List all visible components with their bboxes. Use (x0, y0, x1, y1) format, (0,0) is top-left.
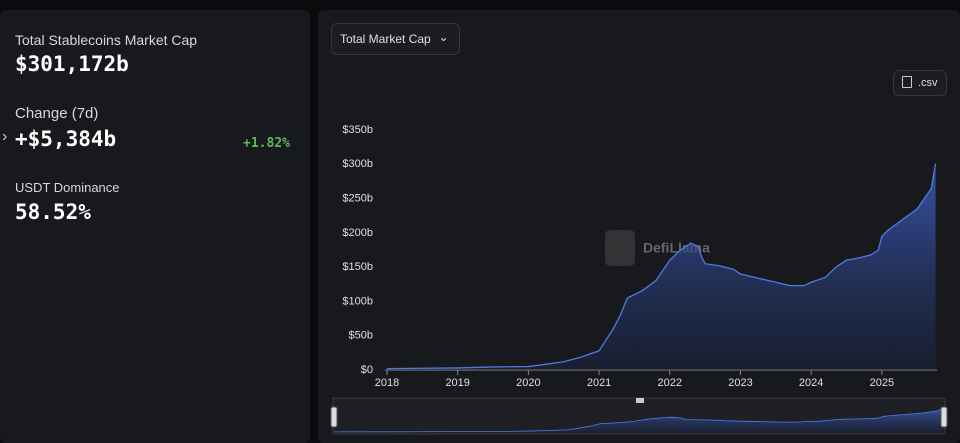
chart-panel: Total Market Cap ⌄ .csv (318, 10, 960, 443)
stat-value: +$5,384b (15, 127, 117, 151)
navigator-grip[interactable] (636, 398, 644, 403)
navigator-handle[interactable] (940, 406, 948, 428)
y-tick-label: $250b (342, 192, 373, 204)
stat-label: Total Stablecoins Market Cap (15, 32, 198, 48)
x-tick-label: 2019 (445, 377, 469, 389)
x-tick-label: 2018 (375, 377, 399, 389)
stat-value: 58.52% (15, 200, 91, 224)
stat-value: $301,172b (15, 52, 129, 76)
csv-button[interactable]: .csv (893, 70, 947, 96)
y-tick-label: $300b (342, 158, 373, 170)
y-tick-label: $100b (342, 295, 373, 307)
navigator-handle[interactable] (330, 406, 338, 428)
dropdown-label: Total Market Cap (340, 32, 431, 46)
stats-panel: Total Stablecoins Market Cap $301,172b C… (0, 10, 310, 443)
y-tick-label: $350b (342, 124, 373, 136)
stat-label: Change (7d) (15, 105, 99, 122)
x-tick-label: 2025 (870, 377, 894, 389)
area (387, 163, 936, 370)
x-tick-label: 2024 (799, 377, 823, 389)
change-percent: +1.82% (243, 136, 290, 151)
dropdown[interactable]: Total Market Cap ⌄ (331, 23, 460, 55)
y-tick-label: $50b (349, 330, 373, 342)
x-tick-label: 2021 (587, 377, 611, 389)
file-icon (902, 76, 912, 88)
x-tick-label: 2022 (658, 377, 682, 389)
chevron: ⌄ (438, 30, 449, 44)
line (333, 407, 943, 433)
y-tick-label: $150b (342, 261, 373, 273)
line (386, 163, 937, 370)
expand-arrow[interactable]: › (2, 128, 8, 145)
y-tick-label: $200b (342, 227, 373, 239)
stat-label: USDT Dominance (15, 180, 120, 195)
y-tick-label: $0 (361, 364, 373, 376)
x-tick-label: 2020 (516, 377, 540, 389)
area (334, 407, 943, 432)
watermark-logo (605, 230, 635, 266)
csv-label: .csv (918, 77, 938, 89)
x-tick-label: 2023 (728, 377, 752, 389)
